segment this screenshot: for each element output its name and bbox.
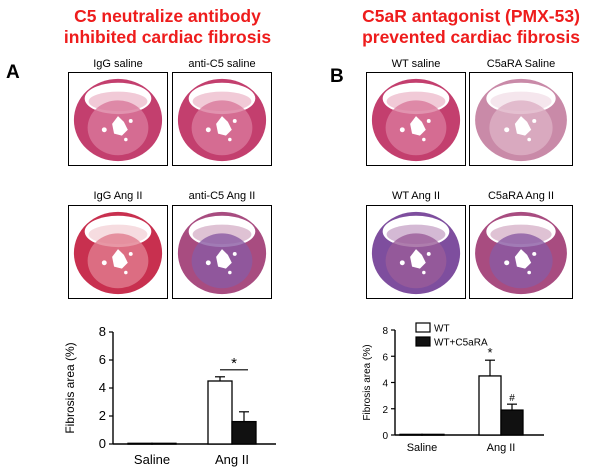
y-tick-label: 0 [382,431,388,442]
vessel-lumen [228,137,232,142]
legend-label: WT+C5aRA [434,338,488,349]
left-ventricle-lumen [112,249,128,269]
vessel-lumen [232,119,237,123]
heart-section-c5ara-saline [469,72,573,166]
right-title-line2: prevented cardiac fibrosis [362,27,580,47]
vessel-lumen [426,119,431,123]
left-ventricle-lumen [514,116,532,136]
left-ventricle-lumen [514,249,532,269]
left-title-line2: inhibited cardiac fibrosis [63,27,272,47]
bar-ang-ii-open [207,380,233,445]
vessel-lumen [527,137,531,142]
y-axis-label: Fibrosis area (%) [362,344,373,420]
caption-igg-ang-ii: IgG Ang II [93,190,143,202]
left-ventricle-lumen [410,249,426,269]
y-tick-label: 4 [382,379,388,390]
heart-section-anti-c5-saline [172,72,272,166]
vessel-lumen [504,127,510,133]
vessel-lumen [228,270,232,275]
left-ventricle-lumen [410,116,426,136]
left-ventricle-lumen [216,249,232,269]
vessel-lumen [527,270,531,275]
fibrosis-chart-right: 0 2 4 6 8 Fibrosis area (%) Saline Ang II * # WT WT… [362,322,544,454]
vessel-lumen [399,260,405,266]
y-tick-label: 6 [99,352,106,367]
significance-star: * [231,355,237,372]
x-category-label: Saline [407,442,438,454]
vessel-lumen [128,119,133,123]
left-ventricle-lumen [112,116,128,136]
heart-section-wt-saline [366,72,466,166]
heart-section-c5ara-ang-ii [469,205,573,299]
vessel-lumen [422,137,426,142]
vessel-lumen [399,127,405,133]
y-tick-label: 6 [382,352,388,363]
vessel-lumen [532,252,537,256]
vessel-lumen [101,127,107,133]
heart-section-wt-ang-ii [366,205,466,299]
left-title: C5 neutralize antibody inhibited cardiac… [40,6,295,48]
vessel-lumen [205,127,211,133]
y-tick-label: 4 [99,380,106,395]
caption-igg-saline: IgG saline [93,58,143,70]
fibrosis-chart-left: 0 2 4 6 8 Fibrosis area (%) Saline Ang II * [63,324,276,467]
bar-ang-ii-filled [500,409,524,436]
x-category-label: Ang II [487,442,516,454]
caption-c5ara-saline: C5aRA Saline [486,58,556,70]
bar-saline-filled [421,433,445,436]
vessel-lumen [232,252,237,256]
left-title-line1: C5 neutralize antibody [74,6,261,26]
vessel-lumen [205,260,211,266]
vessel-lumen [426,252,431,256]
right-title-line1: C5aR antagonist (PMX-53) [362,6,580,26]
caption-anti-c5-ang-ii: anti-C5 Ang II [188,190,256,202]
legend-swatch [415,322,431,333]
vessel-lumen [124,137,128,142]
heart-section-igg-ang-ii [68,205,168,299]
vessel-lumen [422,270,426,275]
bar-saline-filled [151,442,177,445]
caption-wt-ang-ii: WT Ang II [391,190,441,202]
y-tick-label: 2 [99,408,106,423]
heart-section-igg-saline [68,72,168,166]
x-category-label: Ang II [215,452,249,467]
y-axis-label: Fibrosis area (%) [63,342,77,433]
left-ventricle-lumen [216,116,232,136]
legend-label: WT [434,324,450,335]
panel-label-a: A [6,62,20,83]
vessel-lumen [124,270,128,275]
significance-star: * [487,345,492,360]
caption-wt-saline: WT saline [391,58,441,70]
y-tick-label: 8 [382,326,388,337]
y-tick-label: 8 [99,324,106,339]
x-category-label: Saline [134,452,170,467]
caption-anti-c5-saline: anti-C5 saline [188,58,256,70]
panel-label-b: B [330,66,344,87]
vessel-lumen [128,252,133,256]
y-tick-label: 2 [382,405,388,416]
right-title: C5aR antagonist (PMX-53) prevented cardi… [346,6,596,48]
bar-ang-ii-filled [231,420,257,445]
vessel-lumen [532,119,537,123]
caption-c5ara-ang-ii: C5aRA Ang II [487,190,555,202]
bar-saline-open [127,442,153,445]
legend-swatch [415,336,431,347]
heart-section-anti-c5-ang-ii [172,205,272,299]
vessel-lumen [101,260,107,266]
significance-hash: # [509,393,515,404]
y-tick-label: 0 [99,436,106,451]
bar-saline-open [399,433,423,436]
bar-ang-ii-open [478,375,502,436]
vessel-lumen [504,260,510,266]
